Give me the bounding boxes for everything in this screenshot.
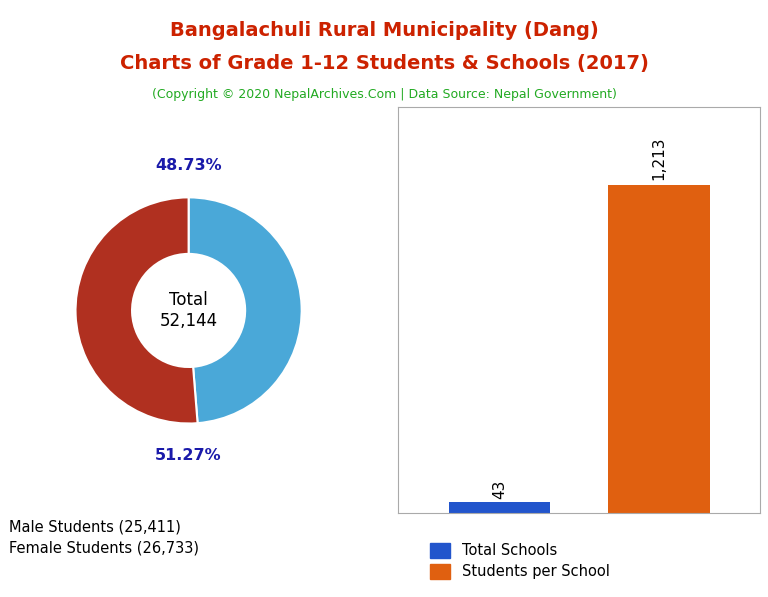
Text: Total
52,144: Total 52,144 [160, 291, 217, 330]
Legend: Total Schools, Students per School: Total Schools, Students per School [424, 537, 615, 585]
Text: 1,213: 1,213 [651, 137, 667, 180]
Wedge shape [75, 198, 197, 423]
Bar [449, 502, 551, 513]
Text: (Copyright © 2020 NepalArchives.Com | Data Source: Nepal Government): (Copyright © 2020 NepalArchives.Com | Da… [151, 88, 617, 101]
Text: Charts of Grade 1-12 Students & Schools (2017): Charts of Grade 1-12 Students & Schools … [120, 54, 648, 73]
Text: 43: 43 [492, 479, 508, 498]
Text: Bangalachuli Rural Municipality (Dang): Bangalachuli Rural Municipality (Dang) [170, 21, 598, 40]
Text: 48.73%: 48.73% [155, 158, 222, 173]
Wedge shape [189, 198, 302, 423]
Bar [608, 185, 710, 513]
Legend: Male Students (25,411), Female Students (26,733): Male Students (25,411), Female Students … [0, 513, 205, 561]
Text: 51.27%: 51.27% [155, 448, 222, 463]
